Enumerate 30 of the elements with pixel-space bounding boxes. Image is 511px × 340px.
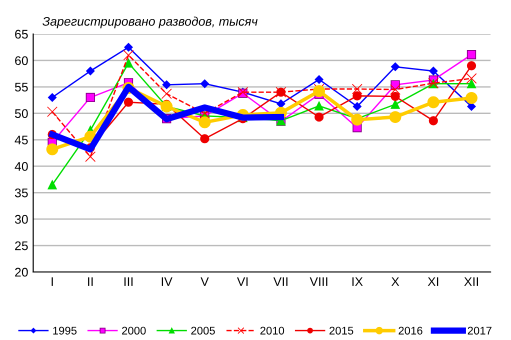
y-tick-label: 30 (14, 214, 28, 224)
y-tick-label: 55 (14, 82, 28, 92)
x-tick-label: XI (428, 277, 438, 286)
x-tick-label: VII (273, 277, 288, 286)
y-tick-label: 65 (15, 30, 28, 39)
x-tick-label: V (200, 277, 209, 286)
x-tick-label: VI (236, 277, 248, 286)
y-tick-label: 25 (15, 241, 28, 250)
x-tick-label: I (52, 277, 53, 286)
legend-label: 2010 (260, 326, 284, 335)
legend-label: 2000 (122, 326, 146, 335)
x-tick-label: III (124, 277, 133, 286)
legend-label: 2016 (398, 326, 422, 335)
y-tick-label: 60 (15, 56, 28, 66)
x-tick-label: IV (162, 277, 172, 286)
y-tick-label: 40 (14, 162, 28, 171)
legend-label: 2005 (191, 326, 215, 335)
y-tick-label: 45 (14, 136, 28, 144)
legend-label: 2017 (468, 326, 492, 335)
x-tick-label: X (391, 277, 400, 286)
chart-title: Зарегистрировано разводов, тысяч (42, 16, 258, 28)
x-tick-label: II (88, 277, 93, 286)
x-tick-label: XII (464, 277, 478, 286)
legend-label: 1995 (53, 326, 77, 335)
x-tick-label: VIII (310, 277, 328, 286)
y-tick-label: 35 (14, 188, 28, 198)
legend-label: 2015 (330, 326, 354, 335)
x-tick-label: IX (352, 277, 363, 286)
y-tick-label: 20 (15, 268, 28, 277)
y-tick-label: 50 (14, 109, 28, 118)
